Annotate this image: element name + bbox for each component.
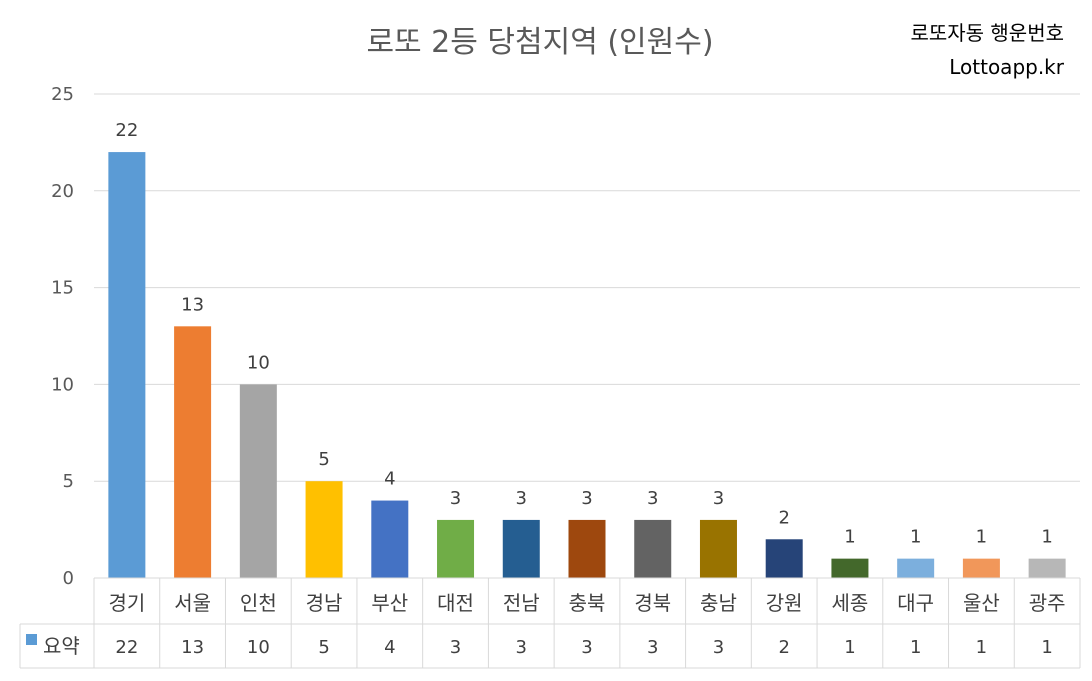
bar [699,519,737,578]
category-label: 경남 [306,591,343,615]
data-labels: 22 13 10 5 4 3 3 3 3 3 2 1 1 1 1 [115,120,1052,548]
y-tick-label: 0 [63,568,74,589]
bar [831,558,869,578]
table-value: 1 [1041,637,1052,658]
category-label: 부산 [371,591,408,615]
category-label: 경북 [634,591,671,615]
data-label: 3 [581,488,592,509]
data-label: 1 [844,527,855,548]
bar [437,519,475,578]
data-label: 3 [516,488,527,509]
bar [174,326,212,578]
bar [239,384,277,578]
bar [305,481,343,578]
data-label: 10 [247,352,270,373]
bar [765,539,803,578]
bar [962,558,1000,578]
data-label: 3 [647,488,658,509]
bar [502,519,540,578]
data-table: 경기 22 서울 13 인천 10 경남 5 부산 4 대전 3 전남 3 충북 3 경북 3 충남 3 강원 2 세종 1 대… [19,577,1081,669]
y-tick-label: 10 [51,374,74,395]
bar [897,558,935,578]
table-value: 13 [181,637,204,658]
y-tick-label: 20 [51,181,74,202]
table-value: 22 [115,637,138,658]
category-label: 울산 [963,591,1000,615]
category-label: 전남 [503,591,540,615]
bar [371,500,409,578]
category-label: 강원 [766,591,803,615]
table-value: 2 [778,637,789,658]
table-value: 3 [581,637,592,658]
data-label: 3 [713,488,724,509]
table-value: 1 [844,637,855,658]
table-value: 3 [713,637,724,658]
bar [634,519,672,578]
table-value: 10 [247,637,270,658]
y-tick-label: 5 [63,471,74,492]
category-label: 광주 [1029,591,1066,615]
table-value: 5 [318,637,329,658]
legend-swatch [26,634,37,645]
data-label: 4 [384,469,395,490]
legend-label: 요약 [43,634,80,658]
table-value: 1 [910,637,921,658]
data-label: 22 [115,120,138,141]
category-label: 충북 [569,591,606,615]
category-label: 서울 [174,591,211,615]
table-value: 1 [976,637,987,658]
data-label: 1 [910,527,921,548]
data-label: 13 [181,294,204,315]
chart-title: 로또 2등 당첨지역 (인원수) [366,25,713,60]
y-axis-ticks: 0 5 10 15 20 25 [51,84,74,589]
category-label: 세종 [832,591,869,615]
category-label: 인천 [240,591,277,615]
y-tick-label: 25 [51,84,74,105]
brand-url: Lottoapp.kr [949,55,1065,79]
table-value: 3 [647,637,658,658]
category-label: 대전 [437,591,474,615]
category-label: 대구 [897,591,934,615]
bar [568,519,606,578]
data-label: 5 [318,449,329,470]
brand-text: 로또자동 행운번호 [910,21,1064,45]
category-label: 충남 [700,591,737,615]
data-label: 1 [1041,527,1052,548]
table-value: 4 [384,637,395,658]
y-tick-label: 15 [51,278,74,299]
category-label: 경기 [108,591,145,615]
bar [1028,558,1066,578]
data-label: 2 [778,507,789,528]
data-label: 1 [976,527,987,548]
data-label: 3 [450,488,461,509]
bar [108,152,146,578]
table-value: 3 [516,637,527,658]
bars [108,152,1066,578]
table-value: 3 [450,637,461,658]
